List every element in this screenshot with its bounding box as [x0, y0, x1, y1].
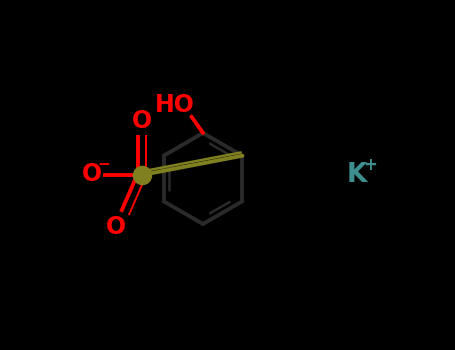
Text: +: +	[364, 155, 377, 174]
Text: O: O	[82, 162, 102, 186]
Text: K: K	[347, 162, 367, 188]
Text: O: O	[131, 110, 152, 133]
Text: HO: HO	[155, 93, 195, 117]
Text: −: −	[97, 157, 110, 172]
Text: O: O	[106, 215, 126, 239]
